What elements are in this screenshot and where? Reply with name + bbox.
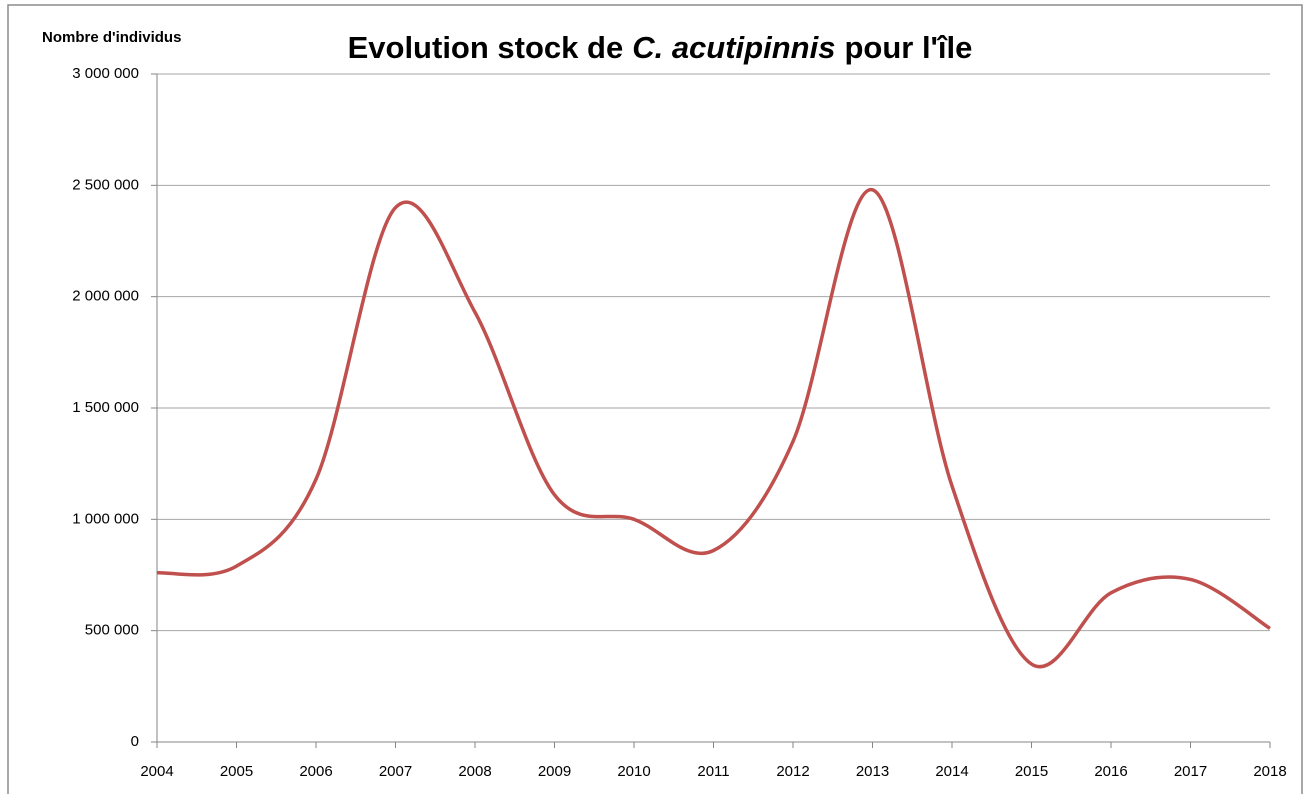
title-part: Evolution stock de (348, 30, 624, 65)
title-part: C. acutipinnis (632, 30, 835, 65)
x-tick-label: 2017 (1174, 763, 1207, 780)
x-tick-label: 2012 (776, 763, 809, 780)
y-tick-label: 3 000 000 (72, 65, 139, 82)
y-tick-label: 0 (131, 733, 139, 750)
y-axis-title: Nombre d'individus (42, 29, 181, 46)
y-tick-label: 2 000 000 (72, 288, 139, 305)
x-tick-label: 2009 (538, 763, 571, 780)
x-tick-label: 2008 (458, 763, 491, 780)
title-part: pour l'île (844, 30, 972, 65)
x-tick-label: 2007 (379, 763, 412, 780)
x-tick-label: 2013 (856, 763, 889, 780)
x-tick-label: 2018 (1253, 763, 1286, 780)
x-tick-label: 2010 (617, 763, 650, 780)
y-tick-label: 1 500 000 (72, 399, 139, 416)
y-tick-label: 500 000 (85, 622, 139, 639)
page: {"chart_data": { "type": "line", "title"… (0, 0, 1310, 794)
chart-frame (8, 5, 1302, 794)
x-tick-label: 2016 (1094, 763, 1127, 780)
chart: Evolution stock deC. acutipinnis pour l'î… (0, 0, 1310, 794)
x-tick-label: 2014 (935, 763, 968, 780)
y-tick-label: 2 500 000 (72, 176, 139, 193)
x-tick-label: 2011 (697, 763, 729, 780)
x-tick-label: 2015 (1015, 763, 1048, 780)
x-tick-label: 2006 (299, 763, 332, 780)
x-tick-label: 2004 (140, 763, 173, 780)
y-tick-label: 1 000 000 (72, 510, 139, 527)
x-tick-label: 2005 (220, 763, 253, 780)
